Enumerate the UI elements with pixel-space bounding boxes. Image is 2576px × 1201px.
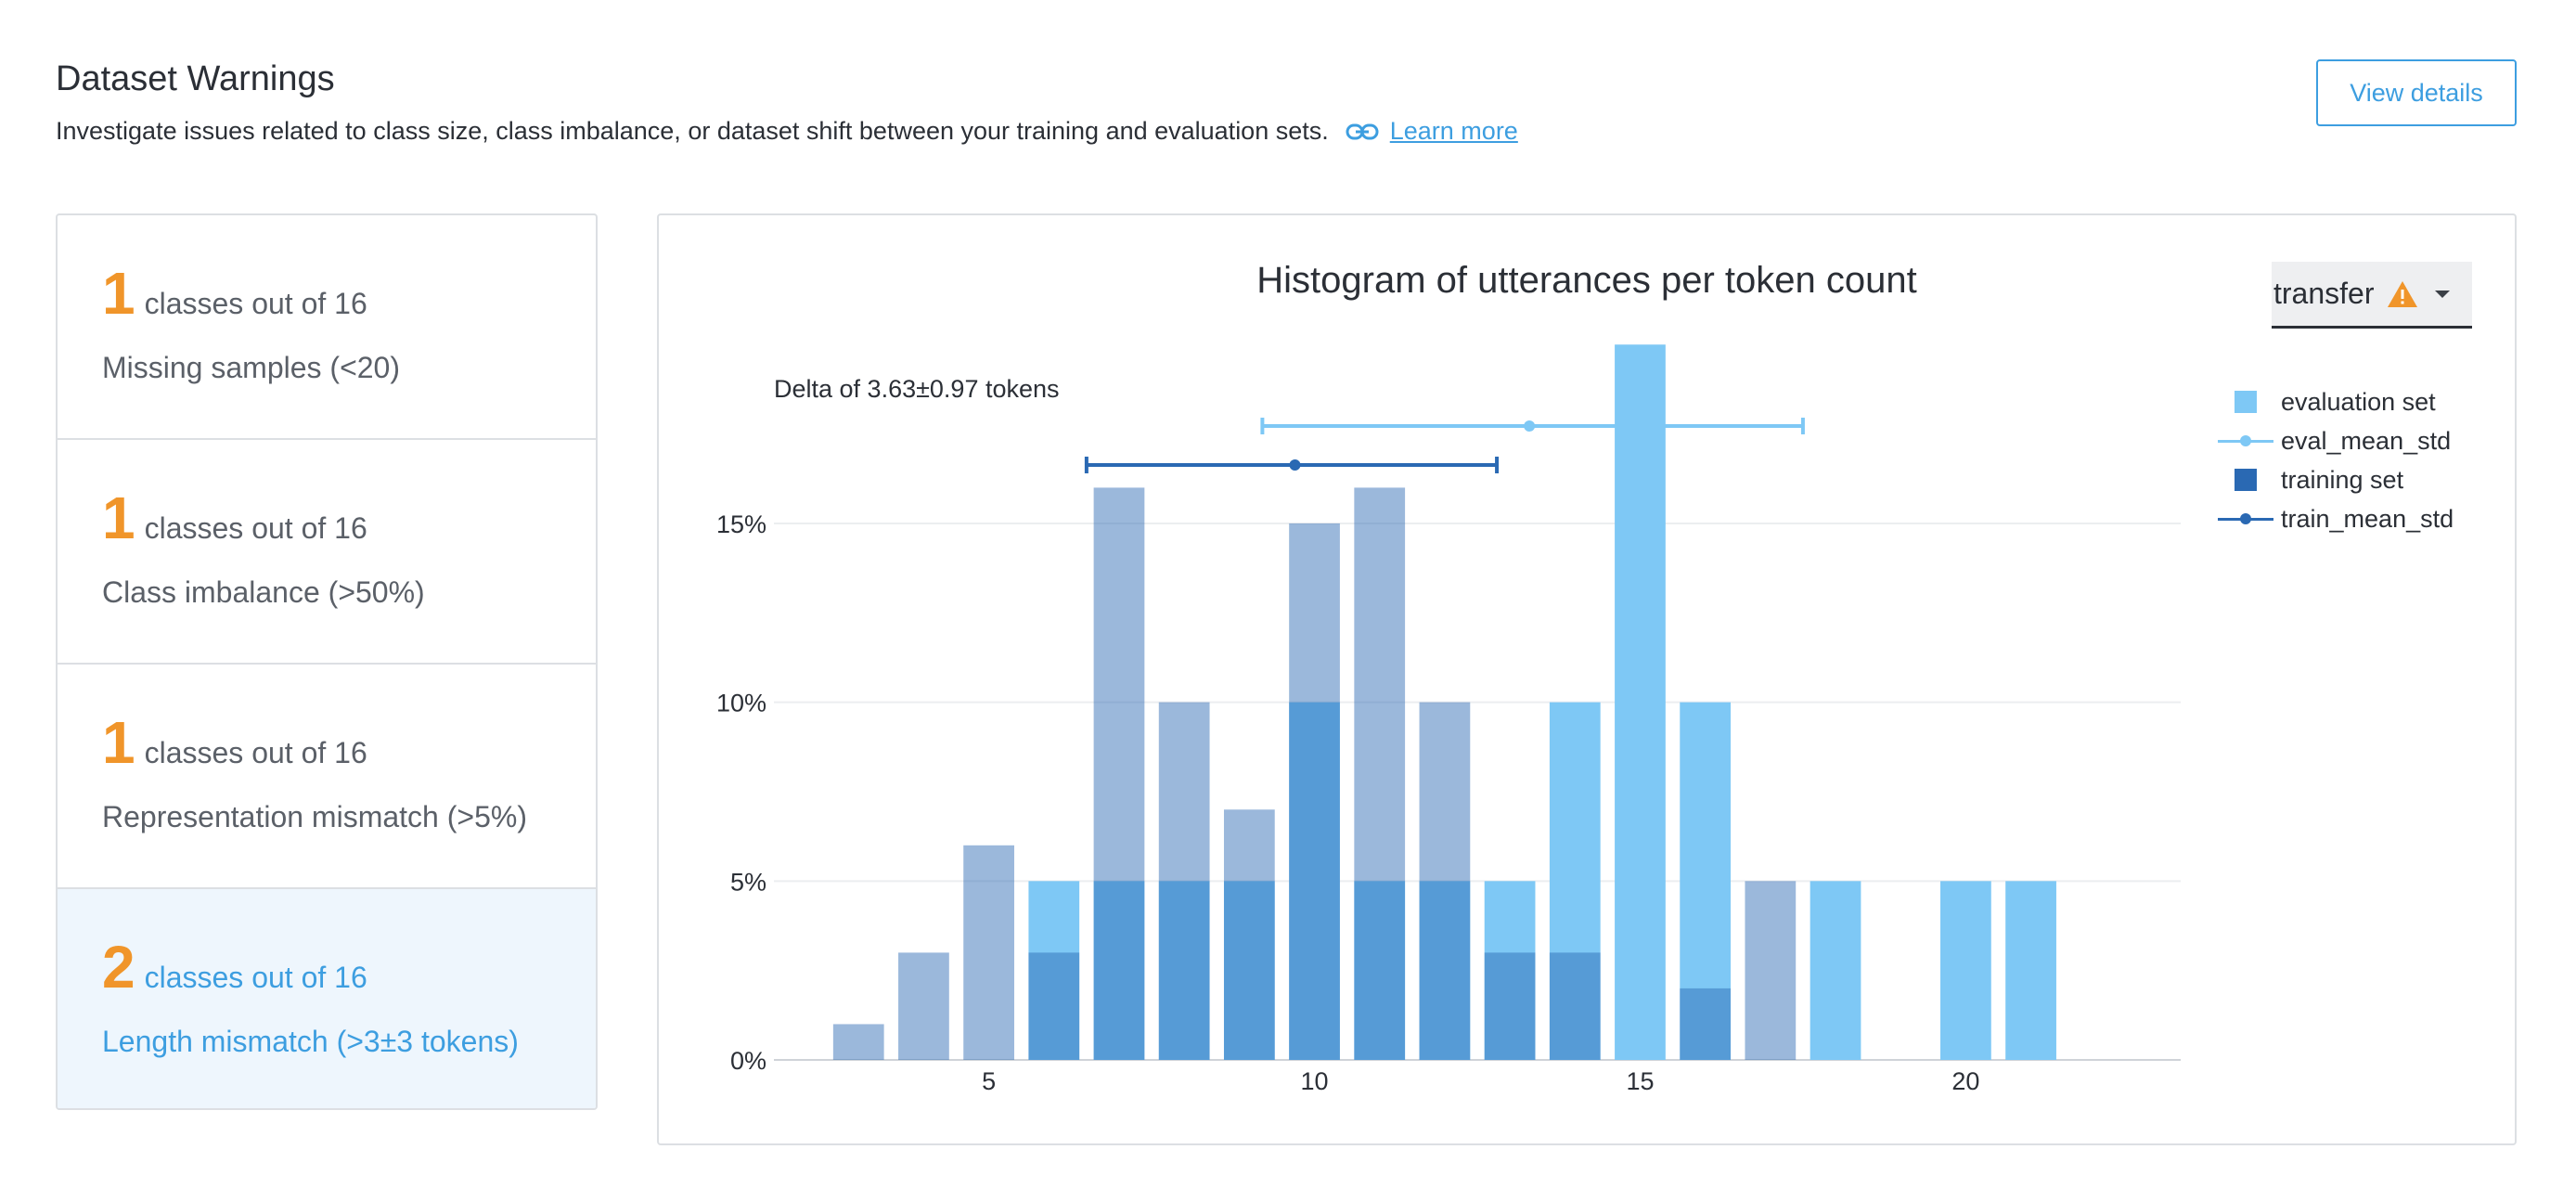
bar-training [898,952,949,1060]
page-header: Dataset Warnings [56,59,335,99]
learn-more-label[interactable]: Learn more [1389,117,1518,145]
bar-evaluation [1093,881,1145,1060]
bar-training [1289,523,1340,1060]
legend-item-evaluation-set[interactable]: evaluation set [2218,382,2454,421]
legend-label: training set [2281,465,2404,494]
bar-evaluation [1289,702,1340,1060]
card-count-line: 1 classes out of 16 [102,713,367,772]
card-count: 2 [102,934,135,1001]
card-description: Length mismatch (>3±3 tokens) [102,1025,519,1058]
chart-legend: evaluation set eval_mean_std training se… [2218,382,2454,538]
learn-more-link[interactable]: Learn more [1346,117,1518,146]
bar-training [1354,487,1406,1060]
bar-evaluation [1549,702,1601,1060]
card-count: 1 [102,260,135,327]
card-description: Representation mismatch (>5%) [102,800,527,833]
card-count-label: classes out of 16 [144,961,367,994]
legend-item-training-set[interactable]: training set [2218,460,2454,499]
legend-label: train_mean_std [2281,504,2454,533]
bar-training [832,1024,884,1060]
histogram-panel: Histogram of utterances per token count … [657,213,2517,1145]
legend-square-train [2218,469,2273,491]
warning-card-representation-mismatch[interactable]: 1 classes out of 16 Representation misma… [58,665,596,889]
bar-training [1745,881,1797,1060]
warnings-card-list: 1 classes out of 16 Missing samples (<20… [56,213,598,1110]
bar-training [1158,702,1210,1060]
legend-line-train [2218,508,2273,530]
y-tick-label: 15% [716,510,766,538]
delta-annotation: Delta of 3.63±0.97 tokens [774,375,1060,403]
class-select-dropdown[interactable]: transfer [2272,262,2472,329]
x-tick-label: 20 [1951,1067,1979,1095]
bar-training [1484,952,1536,1060]
bar-training [1680,988,1732,1060]
bar-training [963,845,1014,1060]
warning-card-length-mismatch[interactable]: 2 classes out of 16 Length mismatch (>3±… [58,889,596,1108]
card-count: 1 [102,709,135,776]
card-count-label: classes out of 16 [144,287,367,320]
card-count-label: classes out of 16 [144,511,367,545]
x-tick-label: 5 [982,1067,996,1095]
y-tick-label: 0% [730,1047,766,1075]
bar-evaluation [1419,881,1471,1060]
card-count: 1 [102,484,135,551]
legend-square-eval [2218,391,2273,413]
bar-evaluation [1615,344,1666,1060]
bar-evaluation [1810,881,1861,1060]
legend-label: eval_mean_std [2281,426,2452,455]
bar-evaluation [1223,881,1275,1060]
train_mean_std-mean-point [1289,459,1301,471]
bar-evaluation [1680,702,1732,1060]
y-tick-label: 5% [730,868,766,896]
card-count-line: 1 classes out of 16 [102,488,367,548]
chart-title: Histogram of utterances per token count [1256,260,1917,301]
bar-evaluation [1940,881,1991,1060]
legend-line-eval [2218,430,2273,452]
bar-evaluation [1028,881,1080,1060]
bar-evaluation [1354,881,1406,1060]
warning-icon [2388,280,2418,307]
chevron-down-icon [2435,290,2451,298]
histogram-chart: 0% 5% 10% 15% 5 10 15 20 [716,344,2181,1095]
bar-training [1093,487,1145,1060]
page-title: Dataset Warnings [56,59,335,98]
card-count-label: classes out of 16 [144,736,367,769]
bar-evaluation [1484,881,1536,1060]
bar-training [1028,952,1080,1060]
bar-training [1223,809,1275,1060]
card-count-line: 1 classes out of 16 [102,264,367,323]
legend-item-train-mean-std[interactable]: train_mean_std [2218,499,2454,538]
view-details-button[interactable]: View details [2316,59,2517,126]
page-subtitle: Investigate issues related to class size… [56,117,1518,146]
legend-label: evaluation set [2281,387,2436,416]
warning-card-class-imbalance[interactable]: 1 classes out of 16 Class imbalance (>50… [58,440,596,665]
card-description: Class imbalance (>50%) [102,575,425,609]
card-description: Missing samples (<20) [102,351,400,384]
eval_mean_std-mean-point [1524,420,1536,432]
card-count-line: 2 classes out of 16 [102,937,367,997]
bar-evaluation [1158,881,1210,1060]
x-tick-label: 15 [1626,1067,1654,1095]
legend-item-eval-mean-std[interactable]: eval_mean_std [2218,421,2454,460]
bar-training [1419,702,1471,1060]
warning-card-missing-samples[interactable]: 1 classes out of 16 Missing samples (<20… [58,215,596,440]
y-tick-label: 10% [716,690,766,717]
dropdown-selected-value: transfer [2273,277,2375,310]
link-icon [1346,123,1379,139]
bar-evaluation [2005,881,2056,1060]
bar-training [1549,952,1601,1060]
x-tick-label: 10 [1301,1067,1329,1095]
subtitle-text: Investigate issues related to class size… [56,117,1329,145]
